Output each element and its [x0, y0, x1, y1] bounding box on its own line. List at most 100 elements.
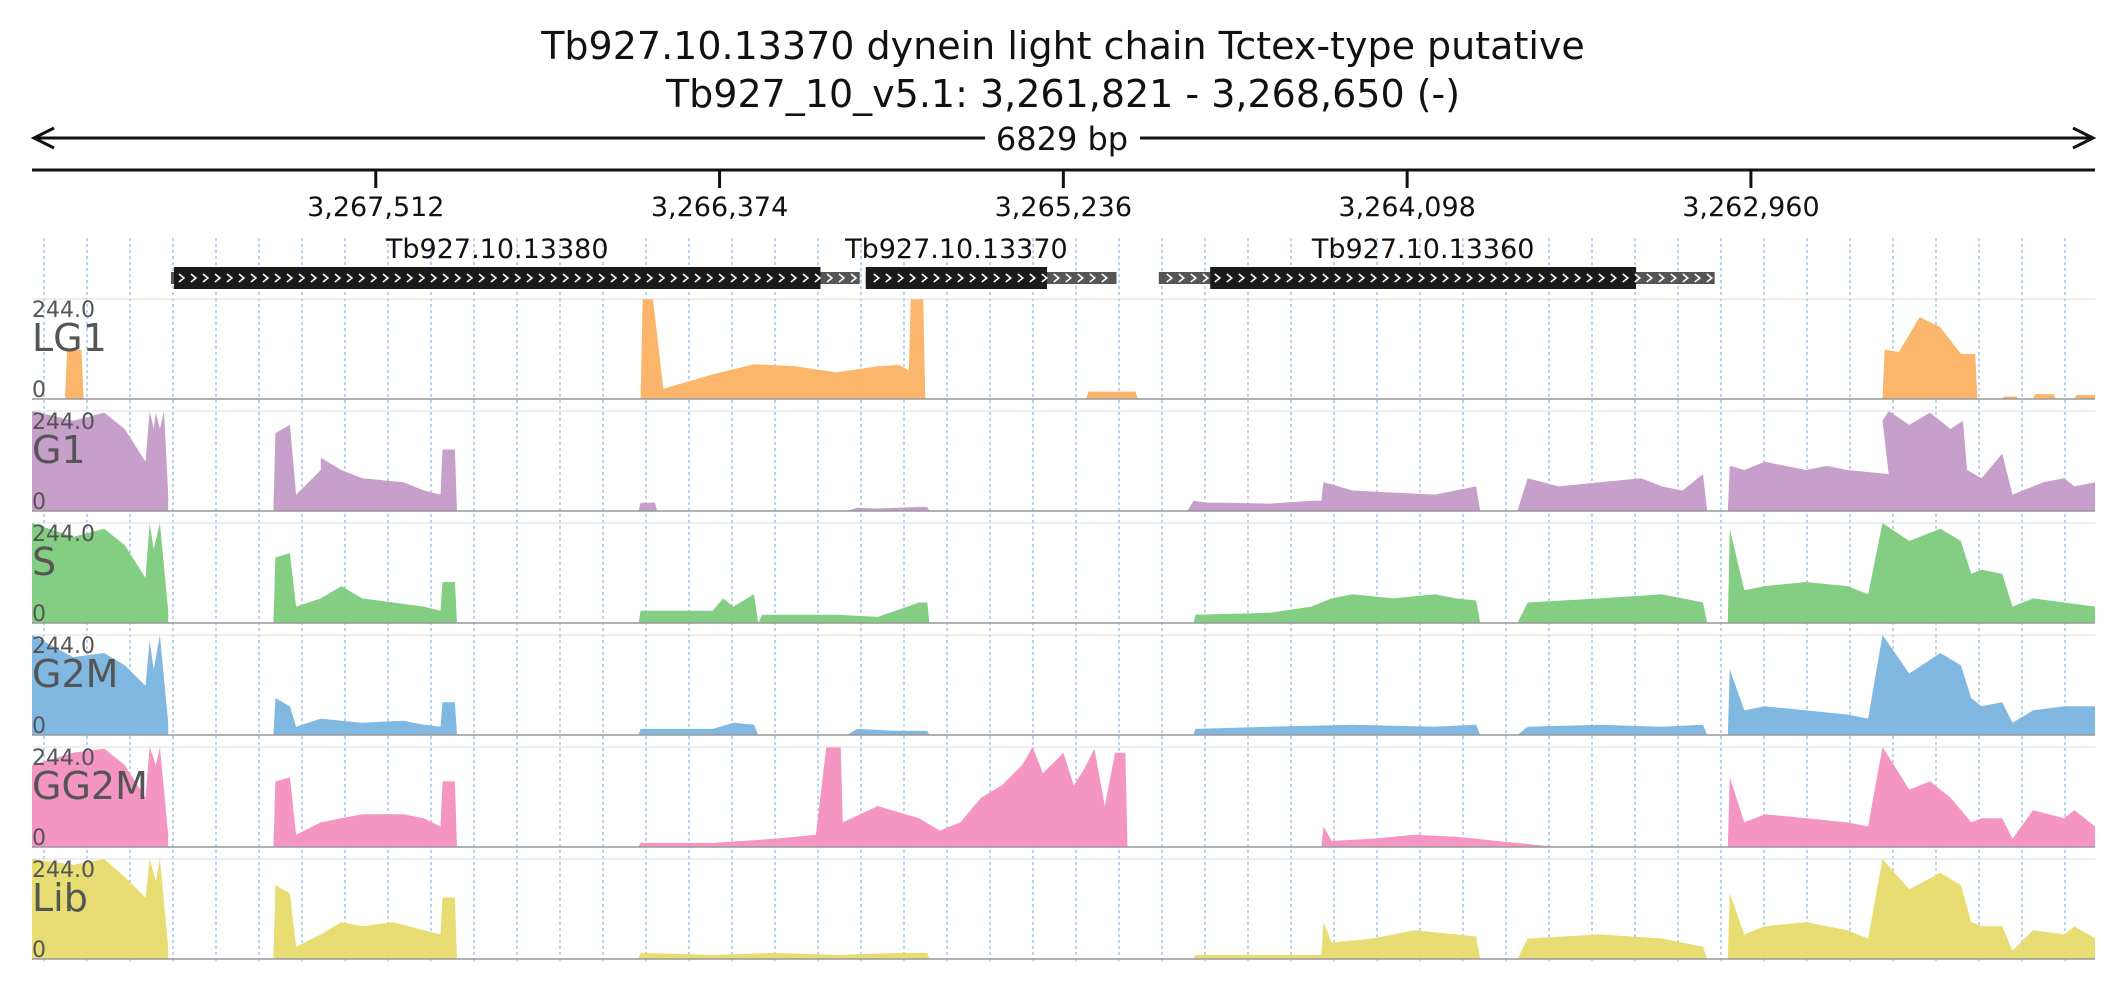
strand-chevron-icon	[1610, 273, 1618, 283]
strand-chevron-icon	[802, 273, 810, 283]
strand-chevron-icon	[466, 273, 474, 283]
strand-chevron-icon	[694, 273, 702, 283]
strand-chevron-icon	[406, 273, 414, 283]
strand-chevron-icon	[226, 273, 234, 283]
track-name: Lib	[32, 876, 88, 920]
strand-chevron-icon	[1298, 273, 1306, 283]
ruler-tick-label: 3,267,512	[307, 192, 444, 223]
strand-chevron-icon	[1202, 273, 1210, 283]
strand-chevron-icon	[1622, 273, 1630, 283]
strand-chevron-icon	[682, 273, 690, 283]
strand-chevron-icon	[826, 273, 834, 283]
strand-chevron-icon	[262, 273, 270, 283]
strand-chevron-icon	[850, 273, 858, 283]
ruler-tick-label: 3,265,236	[995, 192, 1132, 223]
coverage-area	[32, 859, 2095, 959]
strand-chevron-icon	[442, 273, 450, 283]
strand-chevron-icon	[214, 273, 222, 283]
strand-chevron-icon	[1646, 273, 1654, 283]
strand-chevron-icon	[1418, 273, 1426, 283]
strand-chevron-icon	[1598, 273, 1606, 283]
strand-chevron-icon	[706, 273, 714, 283]
span-arrow-left-icon	[30, 126, 55, 150]
track-ymax-label: 244.0	[32, 410, 95, 435]
strand-chevron-icon	[1089, 273, 1097, 283]
coverage-area	[32, 299, 2095, 399]
strand-chevron-icon	[730, 273, 738, 283]
strand-chevron-icon	[1382, 273, 1390, 283]
strand-chevron-icon	[993, 273, 1001, 283]
strand-chevron-icon	[897, 273, 905, 283]
coverage-area	[32, 635, 2095, 735]
track-ymax-label: 244.0	[32, 746, 95, 771]
strand-chevron-icon	[1658, 273, 1666, 283]
coverage-track: 244.0 0 Lib	[32, 858, 2095, 963]
strand-chevron-icon	[766, 273, 774, 283]
strand-chevron-icon	[358, 273, 366, 283]
strand-chevron-icon	[1490, 273, 1498, 283]
strand-chevron-icon	[538, 273, 546, 283]
strand-chevron-icon	[1286, 273, 1294, 283]
strand-chevron-icon	[430, 273, 438, 283]
strand-chevron-icon	[921, 273, 929, 283]
track-ymin-label: 0	[32, 938, 46, 963]
strand-chevron-icon	[550, 273, 558, 283]
strand-chevron-icon	[1502, 273, 1510, 283]
strand-chevron-icon	[334, 273, 342, 283]
coverage-track: 244.0 0 G2M	[32, 634, 2095, 739]
strand-chevron-icon	[1190, 273, 1198, 283]
strand-chevron-icon	[1065, 273, 1073, 283]
strand-chevron-icon	[322, 273, 330, 283]
strand-chevron-icon	[1562, 273, 1570, 283]
gene-title: Tb927.10.13370 dynein light chain Tctex-…	[541, 24, 1585, 68]
strand-chevron-icon	[1466, 273, 1474, 283]
track-name: G1	[32, 428, 86, 472]
strand-chevron-icon	[238, 273, 246, 283]
track-name: GG2M	[32, 764, 148, 808]
strand-chevron-icon	[1406, 273, 1414, 283]
strand-chevron-icon	[1262, 273, 1270, 283]
strand-chevron-icon	[610, 273, 618, 283]
strand-chevron-icon	[394, 273, 402, 283]
track-ymin-label: 0	[32, 602, 46, 627]
strand-chevron-icon	[1053, 273, 1061, 283]
strand-chevron-icon	[178, 273, 186, 283]
strand-chevron-icon	[1250, 273, 1258, 283]
strand-chevron-icon	[490, 273, 498, 283]
coverage-area	[32, 523, 2095, 623]
strand-chevron-icon	[1274, 273, 1282, 283]
strand-chevron-icon	[250, 273, 258, 283]
strand-chevron-icon	[646, 273, 654, 283]
track-ymax-label: 244.0	[32, 858, 95, 883]
strand-chevron-icon	[202, 273, 210, 283]
strand-chevron-icon	[1574, 273, 1582, 283]
coverage-area	[32, 411, 2095, 511]
strand-chevron-icon	[1526, 273, 1534, 283]
track-name: LG1	[32, 316, 107, 360]
strand-chevron-icon	[658, 273, 666, 283]
gene-label: Tb927.10.13380	[385, 234, 609, 265]
strand-chevron-icon	[885, 273, 893, 283]
strand-chevron-icon	[754, 273, 762, 283]
strand-chevron-icon	[933, 273, 941, 283]
track-ymin-label: 0	[32, 378, 46, 403]
strand-chevron-icon	[526, 273, 534, 283]
strand-chevron-icon	[742, 273, 750, 283]
strand-chevron-icon	[969, 273, 977, 283]
track-name: S	[32, 540, 56, 584]
strand-chevron-icon	[622, 273, 630, 283]
strand-chevron-icon	[814, 273, 822, 283]
ruler-tick-label: 3,262,960	[1682, 192, 1819, 223]
strand-chevron-icon	[909, 273, 917, 283]
strand-chevron-icon	[274, 273, 282, 283]
locus-subtitle: Tb927_10_v5.1: 3,261,821 - 3,268,650 (-)	[665, 72, 1461, 116]
strand-chevron-icon	[1178, 273, 1186, 283]
strand-chevron-icon	[478, 273, 486, 283]
strand-chevron-icon	[382, 273, 390, 283]
strand-chevron-icon	[454, 273, 462, 283]
strand-chevron-icon	[1586, 273, 1594, 283]
gene-label: Tb927.10.13370	[844, 234, 1068, 265]
track-ymax-label: 244.0	[32, 522, 95, 547]
track-ymax-label: 244.0	[32, 298, 95, 323]
